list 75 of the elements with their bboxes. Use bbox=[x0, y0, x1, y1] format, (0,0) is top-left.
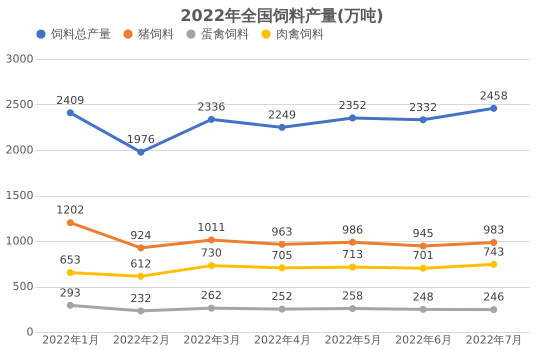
data-label: 963 bbox=[272, 225, 292, 238]
x-tick-label: 2022年7月 bbox=[466, 334, 523, 346]
y-tick-label: 2500 bbox=[6, 98, 34, 111]
point bbox=[349, 264, 356, 271]
x-tick-label: 2022年5月 bbox=[324, 334, 382, 346]
x-tick-label: 2022年6月 bbox=[395, 334, 452, 346]
point bbox=[208, 236, 215, 244]
point bbox=[349, 238, 356, 246]
data-label: 2336 bbox=[197, 100, 226, 114]
point bbox=[420, 306, 427, 313]
point bbox=[208, 304, 215, 312]
point bbox=[420, 242, 427, 250]
data-label: 743 bbox=[483, 245, 504, 258]
point bbox=[278, 240, 286, 248]
point bbox=[208, 116, 215, 123]
y-tick-label: 500 bbox=[12, 280, 34, 293]
point bbox=[490, 239, 498, 246]
point bbox=[137, 272, 144, 280]
y-tick-label: 2000 bbox=[6, 144, 34, 156]
legend-label: 猪饲料 bbox=[138, 27, 174, 42]
point bbox=[278, 306, 286, 313]
point bbox=[420, 264, 427, 272]
data-label: 258 bbox=[342, 290, 364, 303]
data-label: 246 bbox=[483, 290, 504, 304]
data-label: 986 bbox=[342, 223, 364, 236]
data-label: 2352 bbox=[338, 98, 367, 112]
x-tick-label: 2022年3月 bbox=[183, 334, 240, 346]
data-label: 252 bbox=[272, 290, 292, 304]
data-label: 1011 bbox=[197, 221, 226, 234]
legend-label: 蛋禽饲料 bbox=[201, 27, 249, 42]
data-label: 705 bbox=[272, 248, 292, 262]
point bbox=[66, 269, 74, 276]
data-label: 713 bbox=[342, 248, 364, 262]
point bbox=[349, 114, 356, 122]
data-label: 730 bbox=[200, 246, 222, 260]
point bbox=[349, 304, 356, 312]
data-label: 293 bbox=[60, 286, 81, 300]
data-label: 983 bbox=[483, 224, 504, 237]
point bbox=[137, 148, 144, 156]
x-tick-label: 2022年2月 bbox=[112, 334, 170, 346]
data-label: 1976 bbox=[126, 133, 155, 146]
point bbox=[137, 244, 144, 252]
data-label: 612 bbox=[130, 257, 152, 270]
data-label: 232 bbox=[130, 292, 152, 305]
y-tick-label: 1000 bbox=[6, 234, 34, 248]
data-label: 2409 bbox=[56, 94, 84, 107]
y-tick-label: 3000 bbox=[6, 52, 34, 66]
point bbox=[490, 306, 498, 314]
legend-label: 饲料总产量 bbox=[50, 27, 111, 42]
legend-label: 肉禽饲料 bbox=[276, 27, 324, 42]
y-tick-label: 1500 bbox=[6, 189, 34, 202]
chart-title: 2022年全国饲料产量(万吨) bbox=[180, 6, 384, 25]
data-label: 701 bbox=[412, 249, 434, 262]
data-label: 653 bbox=[60, 254, 81, 267]
data-label: 924 bbox=[130, 228, 152, 242]
data-label: 2332 bbox=[409, 100, 438, 114]
point bbox=[66, 302, 74, 309]
data-label: 1202 bbox=[56, 204, 84, 217]
x-tick-label: 2022年4月 bbox=[254, 334, 311, 346]
point bbox=[137, 307, 144, 314]
point bbox=[490, 260, 498, 268]
data-label: 262 bbox=[200, 289, 222, 302]
y-tick-label: 0 bbox=[26, 326, 34, 338]
point bbox=[208, 262, 215, 270]
data-label: 2249 bbox=[268, 108, 296, 122]
point bbox=[278, 124, 286, 131]
x-tick-label: 2022年1月 bbox=[42, 334, 100, 346]
data-label: 248 bbox=[412, 290, 434, 304]
point bbox=[66, 109, 74, 116]
point bbox=[490, 104, 498, 112]
point bbox=[420, 116, 427, 124]
point bbox=[66, 219, 74, 226]
data-label: 945 bbox=[412, 227, 434, 240]
point bbox=[278, 264, 286, 272]
data-label: 2458 bbox=[480, 89, 508, 102]
